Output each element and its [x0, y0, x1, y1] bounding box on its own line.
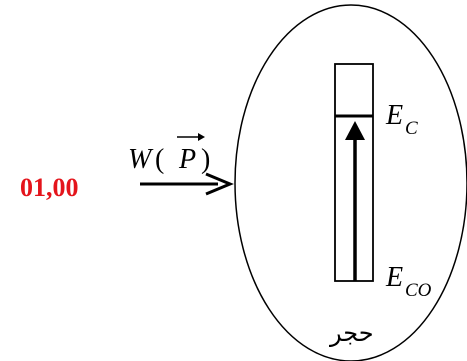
work-label: W ( P )	[128, 133, 210, 175]
work-open-paren: (	[155, 144, 164, 175]
work-symbol: W	[128, 144, 154, 175]
initial-energy-label: E CO	[385, 262, 432, 301]
score-label: 01,00	[20, 173, 79, 202]
work-transfer-arrow	[140, 172, 234, 196]
work-vector-symbol: P	[178, 144, 196, 175]
energy-increase-arrow	[345, 121, 365, 281]
vector-arrow-head	[198, 133, 205, 141]
final-energy-symbol: E	[385, 100, 403, 131]
initial-energy-subscript: CO	[405, 280, 432, 301]
final-energy-label: E C	[385, 100, 418, 139]
initial-energy-symbol: E	[385, 262, 403, 293]
work-close-paren: )	[201, 144, 210, 175]
system-label: حجر	[329, 319, 374, 347]
system-boundary-ellipse	[234, 4, 467, 361]
final-energy-subscript: C	[405, 118, 418, 139]
